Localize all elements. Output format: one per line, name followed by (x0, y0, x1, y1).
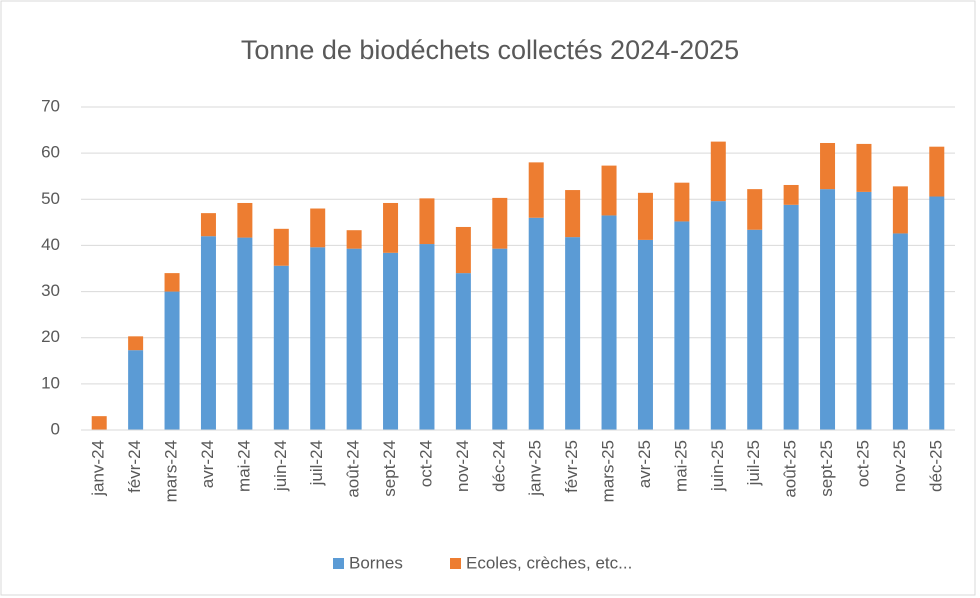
x-tick-label: sept-24 (380, 440, 399, 497)
legend-label: Bornes (349, 553, 403, 572)
x-tick-label: déc-25 (926, 440, 945, 492)
bar-segment (856, 191, 872, 430)
y-tick-label: 30 (41, 281, 60, 300)
bar-segment (164, 273, 180, 292)
bar-segment (237, 202, 253, 238)
x-tick-label: août-24 (344, 440, 363, 498)
bar-segment (601, 215, 617, 430)
bar-segment (492, 197, 508, 249)
bar-segment (710, 201, 726, 430)
bar-segment (455, 273, 471, 430)
y-tick-label: 70 (41, 96, 60, 115)
bar-segment (747, 229, 763, 430)
bar-segment (200, 236, 216, 430)
y-tick-label: 40 (41, 235, 60, 254)
x-tick-label: juil-24 (307, 440, 326, 486)
bar-segment (455, 226, 471, 274)
bar-segment (419, 244, 435, 430)
bar-segment (91, 416, 107, 430)
bar-segment (237, 237, 253, 430)
x-tick-label: août-25 (781, 440, 800, 498)
bar-segment (164, 291, 180, 430)
bar-segment (383, 252, 399, 430)
x-tick-label: mai-25 (671, 440, 690, 492)
y-tick-label: 20 (41, 327, 60, 346)
x-tick-label: juin-24 (271, 440, 290, 492)
bar-segment (929, 146, 945, 197)
chart-title: Tonne de biodéchets collectés 2024-2025 (241, 35, 739, 65)
x-tick-label: mars-25 (599, 440, 618, 502)
bar-segment (383, 202, 399, 253)
bar-segment (528, 162, 544, 218)
y-tick-label: 60 (41, 143, 60, 162)
bar-segment (856, 143, 872, 192)
x-tick-label: sept-25 (817, 440, 836, 497)
bar-segment (710, 141, 726, 202)
bar-segment (747, 189, 763, 230)
bar-segment (565, 190, 581, 238)
y-tick-label: 0 (51, 419, 60, 438)
bar-segment (565, 237, 581, 430)
bar-segment (637, 239, 653, 430)
bar-segment (820, 189, 836, 430)
bar-segment (310, 208, 326, 248)
bar-segment (492, 248, 508, 430)
y-tick-label: 50 (41, 189, 60, 208)
bar-segment (783, 204, 799, 430)
x-tick-label: juin-25 (708, 440, 727, 492)
x-tick-label: avr-25 (635, 440, 654, 488)
bar-segment (273, 228, 289, 266)
bar-segment (273, 265, 289, 430)
bar-segment (528, 217, 544, 430)
x-tick-label: févr-25 (562, 440, 581, 493)
legend-swatch (450, 558, 461, 569)
x-tick-label: juil-25 (744, 440, 763, 486)
y-tick-label: 10 (41, 373, 60, 392)
x-tick-label: déc-24 (489, 440, 508, 492)
bar-segment (128, 336, 144, 351)
bar-segment (674, 221, 690, 430)
bar-segment (892, 186, 908, 234)
x-tick-label: oct-24 (416, 440, 435, 487)
bar-segment (820, 142, 836, 190)
bar-segment (346, 230, 362, 249)
bar-segment (419, 198, 435, 245)
bar-segment (783, 184, 799, 205)
legend-label: Ecoles, crèches, etc... (466, 553, 632, 572)
x-tick-label: févr-24 (125, 440, 144, 493)
x-tick-label: mai-24 (234, 440, 253, 492)
bar-segment (929, 196, 945, 430)
bar-segment (892, 233, 908, 430)
legend-swatch (333, 558, 344, 569)
bar-segment (310, 247, 326, 430)
bar-segment (674, 182, 690, 222)
x-tick-label: nov-24 (453, 440, 472, 492)
x-tick-label: mars-24 (162, 440, 181, 502)
x-tick-label: janv-24 (89, 440, 108, 497)
bar-segment (601, 165, 617, 216)
x-tick-label: janv-25 (526, 440, 545, 497)
bar-segment (346, 248, 362, 430)
x-tick-label: nov-25 (890, 440, 909, 492)
bar-segment (200, 213, 216, 237)
bar-segment (637, 192, 653, 240)
x-tick-label: avr-24 (198, 440, 217, 488)
bar-segment (128, 350, 144, 430)
x-tick-label: oct-25 (853, 440, 872, 487)
